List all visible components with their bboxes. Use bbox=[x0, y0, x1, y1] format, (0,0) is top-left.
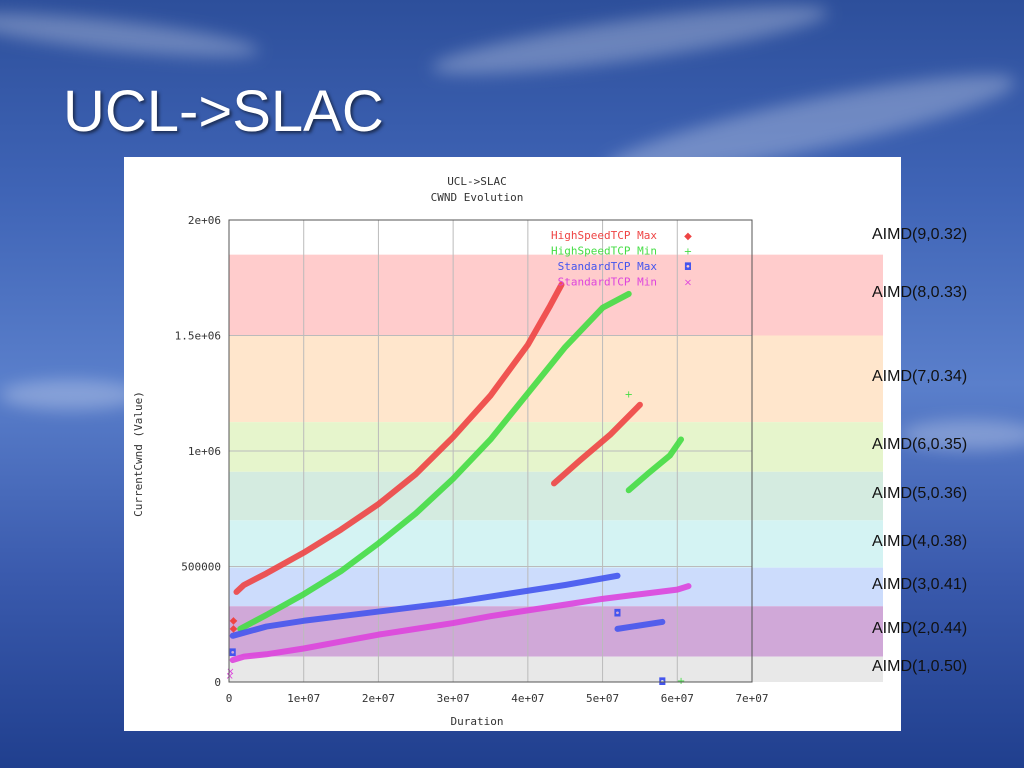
legend-marker: × bbox=[684, 278, 692, 289]
chart-legend: HighSpeedTCP Max ◆ HighSpeedTCP Min + Standa… bbox=[551, 229, 692, 289]
y-tick-label: 1.5e+06 bbox=[175, 330, 221, 343]
cloud-streak bbox=[429, 0, 831, 88]
x-tick-label: 6e+07 bbox=[661, 692, 694, 705]
series-line bbox=[551, 401, 643, 487]
legend-marker: + bbox=[684, 247, 692, 258]
legend-entry: HighSpeedTCP Min bbox=[551, 245, 657, 258]
aimd-band-label: AIMD(3,0.41) bbox=[872, 575, 968, 593]
series-point: × bbox=[226, 666, 234, 677]
y-tick-label: 0 bbox=[214, 676, 221, 689]
legend-marker: ◘ bbox=[684, 262, 692, 273]
aimd-band bbox=[229, 606, 883, 657]
x-tick-label: 7e+07 bbox=[735, 692, 768, 705]
x-tick-label: 1e+07 bbox=[287, 692, 320, 705]
aimd-band bbox=[229, 520, 883, 568]
aimd-band-label: AIMD(9,0.32) bbox=[872, 226, 968, 244]
chart-subtitle: CWND Evolution bbox=[431, 191, 524, 204]
aimd-band-label: AIMD(8,0.33) bbox=[872, 284, 968, 302]
series-line bbox=[237, 290, 632, 632]
aimd-band-label: AIMD(4,0.38) bbox=[872, 532, 968, 550]
aimd-band-label: AIMD(2,0.44) bbox=[872, 620, 968, 638]
aimd-band-label: AIMD(1,0.50) bbox=[872, 658, 968, 676]
x-tick-label: 3e+07 bbox=[437, 692, 470, 705]
series-line bbox=[229, 572, 621, 639]
y-tick-label: 1e+06 bbox=[188, 445, 221, 458]
cwnd-chart: ◆◆++◘◘◘×× 0 1e+07 2e+07 3e+07 4e+07 5e+07 6e+0… bbox=[132, 175, 883, 728]
plot-frame bbox=[228, 219, 753, 683]
aimd-band bbox=[229, 422, 883, 472]
series-line bbox=[614, 618, 666, 632]
series-point: + bbox=[625, 389, 633, 400]
y-axis-label: CurrentCwnd (Value) bbox=[132, 391, 145, 517]
chart-title: UCL->SLAC bbox=[447, 175, 507, 188]
sea-glare bbox=[0, 380, 140, 410]
legend-entry: StandardTCP Min bbox=[558, 276, 657, 289]
aimd-band-label: AIMD(5,0.36) bbox=[872, 485, 968, 503]
aimd-band bbox=[229, 656, 883, 682]
legend-entry: HighSpeedTCP Max bbox=[551, 229, 657, 242]
y-tick-label: 500000 bbox=[181, 561, 221, 574]
series-line bbox=[625, 436, 685, 494]
aimd-bands bbox=[229, 220, 883, 682]
aimd-band bbox=[229, 335, 883, 423]
series-point: ◆ bbox=[230, 616, 238, 627]
x-tick-label: 0 bbox=[226, 692, 233, 705]
chart-series: ◆◆++◘◘◘×× bbox=[226, 281, 692, 688]
aimd-band-label: AIMD(7,0.34) bbox=[872, 367, 968, 385]
x-tick-label: 5e+07 bbox=[586, 692, 619, 705]
chart-axes: 0 1e+07 2e+07 3e+07 4e+07 5e+07 6e+07 7e+07 0 500… bbox=[175, 214, 769, 705]
series-line bbox=[229, 583, 692, 664]
x-tick-label: 4e+07 bbox=[511, 692, 544, 705]
legend-entry: StandardTCP Max bbox=[558, 260, 658, 273]
aimd-band-label: AIMD(6,0.35) bbox=[872, 435, 968, 453]
x-tick-label: 2e+07 bbox=[362, 692, 395, 705]
series-point: × bbox=[226, 671, 234, 682]
chart-panel: ◆ ◆ + + ◘ ◘ ◘ × × 0 1e+07 2e+07 3e+07 4e+07 5e+07 6e+0… bbox=[124, 157, 967, 731]
series-point: ◘ bbox=[229, 648, 237, 659]
legend-marker: ◆ bbox=[684, 231, 692, 242]
series-point: ◆ bbox=[230, 624, 238, 635]
series-point: ◘ bbox=[614, 609, 622, 620]
cloud-streak bbox=[0, 4, 261, 66]
y-tick-label: 2e+06 bbox=[188, 214, 221, 227]
slide-title: UCL->SLAC bbox=[63, 79, 384, 144]
x-axis-label: Duration bbox=[451, 715, 504, 728]
aimd-band bbox=[229, 220, 883, 255]
sea-glare bbox=[900, 420, 1024, 450]
series-line bbox=[233, 281, 565, 595]
